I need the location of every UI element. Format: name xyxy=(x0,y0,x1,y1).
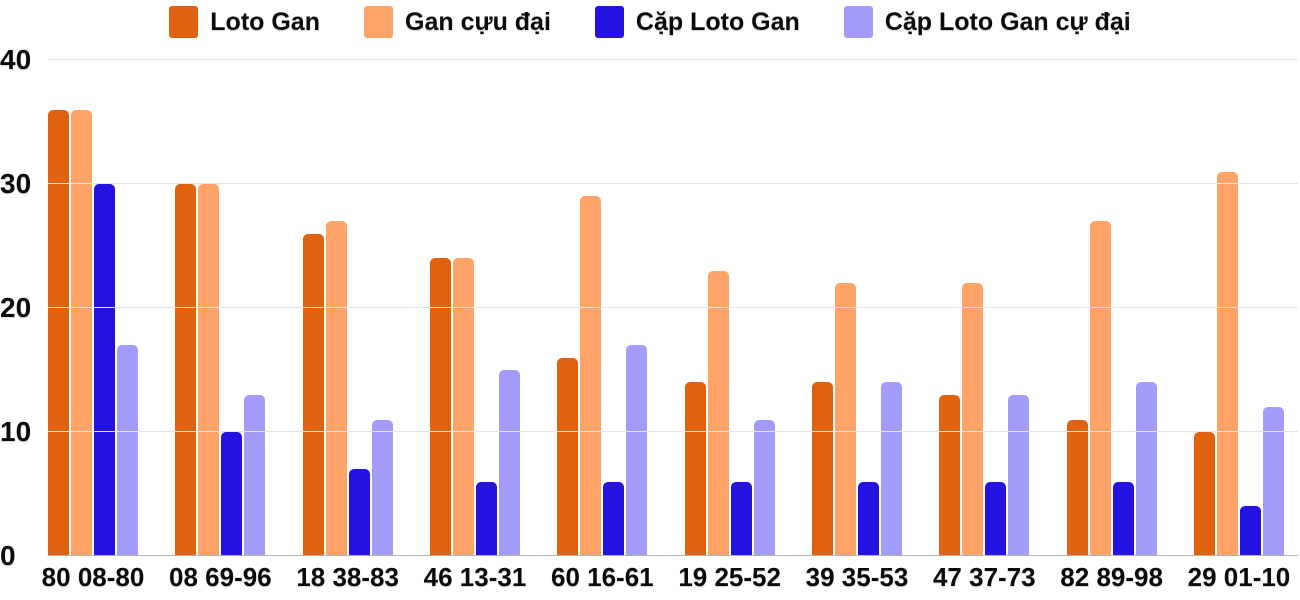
bar xyxy=(1239,506,1261,556)
gridline xyxy=(48,307,1298,308)
bar xyxy=(684,382,706,556)
x-axis-label: 29 01-10 xyxy=(1187,562,1291,592)
bar xyxy=(244,394,266,556)
x-axis-label: 19 25-52 xyxy=(678,562,781,592)
bar xyxy=(452,258,474,556)
gridline xyxy=(48,59,1298,60)
x-axis-label: 18 38-83 xyxy=(296,562,399,592)
legend-swatch-icon xyxy=(364,6,393,38)
bar xyxy=(857,481,879,556)
x-axis-label: 80 08-80 xyxy=(41,562,145,592)
bar-group: 18 38-83 xyxy=(296,60,399,592)
bar xyxy=(985,481,1007,556)
legend-label: Cặp Loto Gan xyxy=(635,7,800,36)
bar xyxy=(753,419,775,556)
bar xyxy=(175,184,197,556)
bar-group: 82 89-98 xyxy=(1060,60,1163,592)
bar xyxy=(429,258,451,556)
bar xyxy=(1262,407,1284,556)
bar xyxy=(1216,171,1238,556)
bar xyxy=(834,283,856,556)
bar xyxy=(94,184,115,556)
bar xyxy=(580,196,602,556)
bar-group: 60 16-61 xyxy=(551,60,654,592)
bar xyxy=(48,109,69,556)
x-axis-label: 08 69-96 xyxy=(169,562,272,592)
bar xyxy=(1089,221,1111,556)
y-axis-tick-label: 40 xyxy=(0,44,32,75)
bar xyxy=(348,469,370,556)
bar xyxy=(1008,394,1030,556)
bar xyxy=(603,481,625,556)
plot-area: 80 08-80 08 69-96 18 38-83 46 13-31 60 16-61… xyxy=(42,59,1298,592)
bar xyxy=(1112,481,1134,556)
bar-group: 29 01-10 xyxy=(1188,60,1290,592)
y-axis-tick-label: 10 xyxy=(0,416,32,447)
x-axis-label: 39 35-53 xyxy=(805,562,909,592)
bar xyxy=(221,432,243,556)
bar xyxy=(325,221,347,556)
bar xyxy=(962,283,984,556)
y-axis-tick-label: 30 xyxy=(0,168,32,199)
legend-item[interactable]: Gan cựu đại xyxy=(364,6,551,38)
y-axis: 0 10 20 30 40 xyxy=(0,46,44,570)
legend-swatch-icon xyxy=(169,6,199,38)
legend-item[interactable]: Cặp Loto Gan xyxy=(594,6,800,38)
bar-group: 80 08-80 xyxy=(42,60,144,592)
legend: Loto Gan Gan cựu đại Cặp Loto Gan Cặp Loto … xyxy=(0,6,1300,38)
legend-label: Loto Gan xyxy=(210,7,320,36)
legend-item[interactable]: Cặp Loto Gan cự đại xyxy=(843,6,1131,38)
legend-swatch-icon xyxy=(843,6,873,38)
legend-swatch-icon xyxy=(594,6,624,38)
bar xyxy=(626,345,648,556)
legend-label: Cặp Loto Gan cự đại xyxy=(884,7,1131,36)
gridline xyxy=(48,183,1298,184)
bar xyxy=(939,394,961,556)
x-axis-label: 82 89-98 xyxy=(1060,562,1163,592)
bar-group: 46 13-31 xyxy=(424,60,526,592)
bar xyxy=(707,270,729,556)
x-axis-label: 46 13-31 xyxy=(423,562,527,592)
bar-group: 47 37-73 xyxy=(933,60,1036,592)
bar xyxy=(811,382,833,556)
x-axis-baseline xyxy=(48,555,1298,556)
bar xyxy=(302,233,324,556)
y-axis-tick-label: 20 xyxy=(0,292,32,323)
legend-item[interactable]: Loto Gan xyxy=(169,6,320,38)
bar-group: 19 25-52 xyxy=(678,60,781,592)
bar xyxy=(1193,432,1215,556)
bar-group: 39 35-53 xyxy=(806,60,908,592)
bar-group: 08 69-96 xyxy=(169,60,272,592)
y-axis-tick-label: 0 xyxy=(0,540,16,571)
x-axis-label: 60 16-61 xyxy=(550,562,654,592)
bar xyxy=(498,370,520,556)
gridline xyxy=(48,431,1298,432)
bar xyxy=(371,419,393,556)
bar xyxy=(1066,419,1088,556)
x-axis-label: 47 37-73 xyxy=(932,562,1036,592)
bar xyxy=(557,357,579,556)
bar xyxy=(880,382,902,556)
bar xyxy=(117,345,138,556)
bar xyxy=(1135,382,1157,556)
legend-label: Gan cựu đại xyxy=(405,7,551,36)
bar xyxy=(475,481,497,556)
bar xyxy=(730,481,752,556)
bar-groups: 80 08-80 08 69-96 18 38-83 46 13-31 60 16-61… xyxy=(42,60,1290,592)
bar xyxy=(71,109,92,556)
bar xyxy=(198,184,220,556)
